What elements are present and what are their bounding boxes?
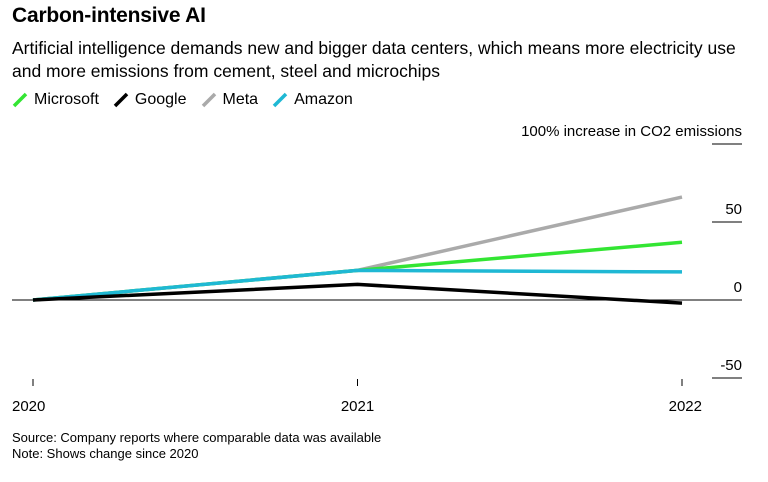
- y-tick-label--50: -50: [720, 357, 742, 374]
- chart-subtitle: Artificial intelligence demands new and …: [12, 38, 736, 81]
- legend-swatch-meta: [201, 92, 216, 108]
- footer: Source: Company reports where comparable…: [12, 430, 381, 462]
- legend-label-google: Google: [134, 91, 187, 108]
- legend: Microsoft Google Meta Amazon: [12, 91, 367, 109]
- legend-item-google: Google: [113, 91, 187, 109]
- y-tick-label-100: 100% increase in CO2 emissions: [521, 123, 742, 140]
- x-tick-label-2021: 2021: [341, 398, 374, 415]
- series-lines: [32, 195, 683, 305]
- legend-swatch-microsoft: [12, 92, 28, 108]
- x-tick-label-2022: 2022: [669, 398, 702, 415]
- legend-label-amazon: Amazon: [294, 91, 353, 108]
- legend-item-meta: Meta: [201, 91, 259, 109]
- x-axis: 2020 2021 2022: [12, 379, 702, 415]
- x-tick-label-2020: 2020: [12, 398, 45, 415]
- legend-item-amazon: Amazon: [272, 91, 353, 109]
- legend-swatch-amazon: [272, 92, 288, 108]
- source-note: Source: Company reports where comparable…: [12, 430, 382, 445]
- chart-title: Carbon-intensive AI: [12, 4, 206, 27]
- y-tick-label-50: 50: [725, 201, 742, 218]
- series-line-amazon: [32, 268, 683, 302]
- line-chart: 100% increase in CO2 emissions 50 0 -50 202…: [12, 123, 742, 415]
- y-axis: 100% increase in CO2 emissions 50 0 -50: [12, 123, 742, 379]
- legend-item-microsoft: Microsoft: [12, 91, 99, 109]
- footnote: Note: Shows change since 2020: [12, 446, 199, 461]
- legend-label-microsoft: Microsoft: [34, 91, 99, 108]
- series-line-google: [32, 282, 683, 305]
- legend-swatch-google: [113, 92, 129, 108]
- legend-label-meta: Meta: [222, 91, 259, 108]
- y-tick-label-0: 0: [734, 279, 742, 296]
